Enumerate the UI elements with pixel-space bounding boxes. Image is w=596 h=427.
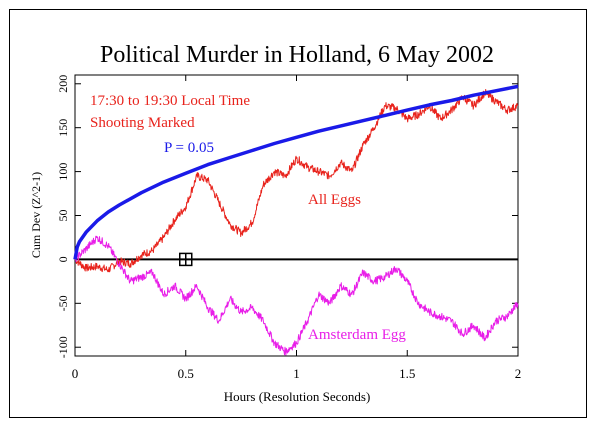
probability-annotation: P = 0.05 <box>164 140 214 156</box>
y-tick-label: 0 <box>56 256 70 262</box>
chart-title: Political Murder in Holland, 6 May 2002 <box>100 42 494 68</box>
shooting-marked-annotation: Shooting Marked <box>90 115 195 131</box>
x-tick-label: 1 <box>293 366 300 381</box>
series-line-amsterdam-egg <box>74 235 519 356</box>
all-eggs-label: All Eggs <box>308 192 361 208</box>
x-tick-label: 2 <box>515 366 522 381</box>
y-tick-label: 50 <box>56 210 70 222</box>
series-line-all-eggs <box>74 89 519 273</box>
y-tick-label: 200 <box>56 75 70 93</box>
series-line-p-0-05 <box>73 84 519 260</box>
shooting-event-marker <box>179 252 193 267</box>
y-tick-label: 100 <box>56 163 70 181</box>
axis-ticks: 0 0.5 1 1.5 2 -100 -50 0 50 100 150 200 <box>56 75 521 381</box>
series-group <box>73 84 519 356</box>
x-tick-label: 1.5 <box>399 366 415 381</box>
y-tick-label: -50 <box>56 295 70 311</box>
time-range-annotation: 17:30 to 19:30 Local Time <box>90 93 250 109</box>
y-tick-label: 150 <box>56 119 70 137</box>
y-tick-label: -100 <box>56 336 70 358</box>
outer-frame <box>9 9 587 418</box>
x-axis-label: Hours (Resolution Seconds) <box>224 389 371 404</box>
y-axis-label: Cum Dev (Z^2-1) <box>29 172 43 258</box>
x-tick-label: 0 <box>72 366 79 381</box>
x-tick-label: 0.5 <box>178 366 194 381</box>
amsterdam-egg-label: Amsterdam Egg <box>308 327 406 343</box>
